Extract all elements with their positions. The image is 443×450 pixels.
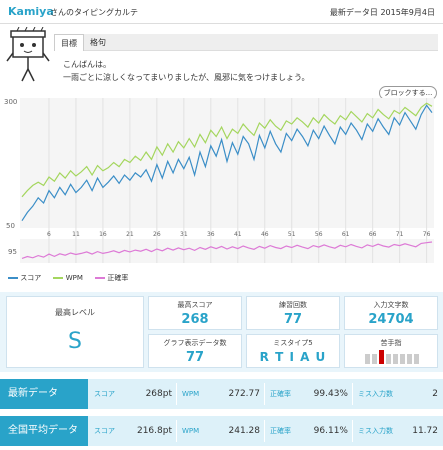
latest-score-label: スコア — [94, 390, 115, 398]
x-tick-label: 6 — [47, 231, 51, 238]
average-score-label: スコア — [94, 427, 115, 435]
latest-date: 最新データ日 2015年9月4日 — [329, 8, 435, 17]
average-miss-value: 11.72 — [412, 426, 438, 436]
x-tick-label: 11 — [72, 231, 80, 238]
stat-best-score-title: 最高スコア — [177, 301, 213, 309]
stat-graph-count: グラフ表示データ数 77 — [148, 334, 242, 368]
latest-wpm-value: 272.77 — [228, 389, 261, 399]
finger-bar-8 — [414, 354, 419, 364]
series-line-wpm — [21, 102, 433, 198]
average-miss-label: ミス入力数 — [358, 427, 393, 435]
x-tick-label: 71 — [396, 231, 404, 238]
latest-accuracy-value: 99.43% — [313, 389, 348, 399]
tab-bar: 目標 格句 — [54, 34, 438, 51]
latest-miss-label: ミス入力数 — [358, 390, 393, 398]
score-wpm-chart: 300 50 95 6 11 16 21 26 31 36 41 46 51 56 61 66 71 76 — [4, 98, 434, 263]
stat-weak-finger-title: 苦手指 — [380, 339, 402, 347]
x-tick-label: 51 — [288, 231, 296, 238]
stat-practice-count: 練習回数 77 — [246, 296, 340, 330]
latest-score-value: 268pt — [145, 389, 172, 399]
average-score-value: 216.8pt — [136, 426, 172, 436]
x-tick-label: 56 — [315, 231, 323, 238]
separator — [352, 420, 353, 442]
legend-label-wpm: WPM — [65, 274, 83, 282]
stat-input-chars-title: 入力文字数 — [373, 301, 409, 309]
stat-best-score-value: 268 — [181, 312, 209, 327]
stat-input-chars: 入力文字数 24704 — [344, 296, 438, 330]
latest-data-row: 最新データ スコア 268pt WPM 272.77 正確率 99.43% ミス… — [0, 379, 443, 409]
tab-phrase[interactable]: 格句 — [90, 38, 106, 47]
stat-miss-types-value: R T I A U — [259, 350, 327, 364]
accuracy-tick-label: 95 — [8, 248, 17, 256]
x-tick-label: 26 — [153, 231, 161, 238]
x-tick-label: 21 — [126, 231, 134, 238]
average-accuracy-value: 96.11% — [313, 426, 348, 436]
finger-bar-1 — [365, 354, 370, 364]
stat-best-score: 最高スコア 268 — [148, 296, 242, 330]
y-tick-label-top: 300 — [4, 98, 17, 106]
series-line-accuracy — [21, 241, 433, 259]
national-average-label: 全国平均データ — [0, 416, 88, 446]
greeting-message: こんばんは。 一雨ごとに涼しくなってまいりましたが、風邪に気をつけましょう。 — [63, 58, 310, 84]
latest-miss-value: 2 — [432, 389, 438, 399]
finger-bar-2 — [372, 354, 377, 364]
stat-max-level-title: 最高レベル — [55, 308, 95, 317]
username: Kamiya — [8, 5, 54, 18]
average-accuracy-label: 正確率 — [270, 427, 291, 435]
greeting-line-1: こんばんは。 — [63, 60, 111, 69]
finger-bar-4 — [386, 354, 391, 364]
x-tick-label: 31 — [180, 231, 188, 238]
average-wpm-value: 241.28 — [228, 426, 261, 436]
national-average-body: スコア 216.8pt WPM 241.28 正確率 96.11% ミス入力数 … — [88, 416, 443, 446]
average-wpm-label: WPM — [182, 427, 200, 435]
greeting-line-2: 一雨ごとに涼しくなってまいりましたが、風邪に気をつけましょう。 — [63, 73, 310, 82]
stat-miss-types-title: ミスタイプ5 — [273, 339, 313, 347]
x-tick-label: 41 — [234, 231, 242, 238]
stat-max-level-value: S — [68, 329, 82, 354]
accuracy-plot-area — [20, 239, 434, 263]
stat-weak-finger: 苦手指 — [344, 334, 438, 368]
finger-bar-6 — [400, 354, 405, 364]
x-tick-label: 61 — [342, 231, 350, 238]
tab-goal[interactable]: 目標 — [54, 34, 84, 51]
finger-bar-3 — [379, 350, 384, 364]
legend-label-score: スコア — [20, 274, 42, 282]
stat-miss-types: ミスタイプ5 R T I A U — [246, 334, 340, 368]
legend-swatch-accuracy — [95, 277, 106, 279]
legend-swatch-score — [8, 277, 18, 279]
x-tick-label: 16 — [99, 231, 107, 238]
series-line-score — [21, 104, 433, 222]
keyboard-mascot-icon — [6, 27, 50, 82]
x-tick-label: 46 — [261, 231, 269, 238]
latest-accuracy-label: 正確率 — [270, 390, 291, 398]
chart-legend: スコア WPM 正確率 — [8, 273, 128, 285]
stat-max-level: 最高レベル S — [6, 296, 144, 368]
latest-data-label: 最新データ — [0, 379, 88, 409]
stat-practice-count-title: 練習回数 — [279, 301, 307, 309]
x-tick-label: 76 — [423, 231, 431, 238]
stat-input-chars-value: 24704 — [368, 312, 414, 327]
latest-data-body: スコア 268pt WPM 272.77 正確率 99.43% ミス入力数 2 — [88, 379, 443, 409]
x-tick-label: 36 — [207, 231, 215, 238]
finger-bar-5 — [393, 354, 398, 364]
weak-finger-chart — [365, 350, 419, 364]
latest-wpm-label: WPM — [182, 390, 200, 398]
stat-graph-count-title: グラフ表示データ数 — [163, 339, 227, 347]
separator — [264, 420, 265, 442]
national-average-row: 全国平均データ スコア 216.8pt WPM 241.28 正確率 96.11… — [0, 416, 443, 446]
stat-practice-count-value: 77 — [283, 312, 303, 327]
separator — [176, 420, 177, 442]
legend-swatch-wpm — [53, 277, 64, 279]
x-tick-label: 66 — [369, 231, 377, 238]
finger-bar-7 — [407, 354, 412, 364]
separator — [352, 383, 353, 405]
separator — [264, 383, 265, 405]
stat-graph-count-value: 77 — [185, 350, 205, 365]
header: Kamiya さんのタイピングカルテ 最新データ日 2015年9月4日 — [0, 0, 443, 24]
separator — [176, 383, 177, 405]
legend-label-accuracy: 正確率 — [107, 274, 129, 282]
page-title: さんのタイピングカルテ — [50, 8, 138, 17]
y-tick-label-bottom: 50 — [6, 222, 15, 230]
